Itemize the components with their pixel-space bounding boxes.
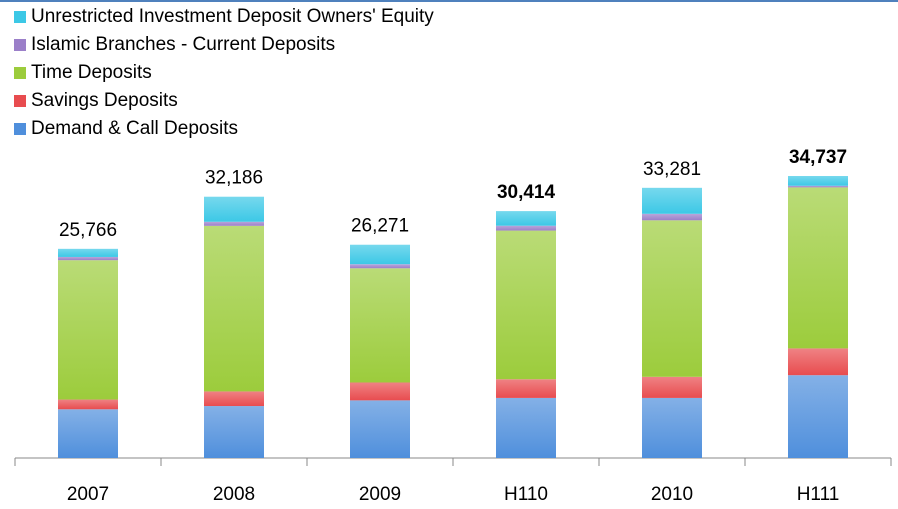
legend-label: Islamic Branches - Current Deposits: [31, 34, 335, 55]
bar-segment: [642, 220, 702, 377]
legend-swatch: [14, 39, 26, 51]
legend-swatch: [14, 67, 26, 79]
bar-segment: [350, 400, 410, 458]
x-tick-label: 2008: [213, 484, 255, 505]
bar-segment: [496, 225, 556, 231]
bar-segment: [642, 376, 702, 398]
bar-segment: [496, 211, 556, 226]
x-tick-label: 2010: [651, 484, 693, 505]
bar-segment: [642, 187, 702, 214]
bar-segment: [496, 397, 556, 458]
legend-swatch: [14, 123, 26, 135]
bar-segment: [58, 399, 118, 410]
bar-segment: [204, 391, 264, 407]
bar-segment: [58, 409, 118, 458]
bar-segment: [642, 213, 702, 221]
bar-segment: [788, 375, 848, 458]
legend-label: Time Deposits: [31, 62, 152, 83]
bar-segment: [58, 256, 118, 261]
bar-segment: [642, 397, 702, 458]
legend-swatch: [14, 11, 26, 23]
bar-segment: [788, 185, 848, 188]
total-label: 33,281: [643, 159, 701, 180]
bar-segment: [204, 406, 264, 458]
total-label: 30,414: [497, 182, 556, 203]
bar-segment: [350, 244, 410, 265]
legend-label: Unrestricted Investment Deposit Owners' …: [31, 6, 434, 27]
bar-segment: [788, 176, 848, 186]
bar-segment: [204, 225, 264, 392]
bar-segment: [58, 248, 118, 257]
total-label: 25,766: [59, 220, 117, 241]
x-tick-label: 2007: [67, 484, 109, 505]
x-tick-label: 2009: [359, 484, 401, 505]
bar-segment: [204, 196, 264, 222]
bar-segment: [788, 187, 848, 349]
legend-label: Demand & Call Deposits: [31, 118, 238, 139]
bar-segment: [788, 348, 848, 376]
bar-segment: [350, 382, 410, 401]
bar-segment: [496, 230, 556, 380]
bar-segment: [204, 221, 264, 226]
bar-segment: [350, 264, 410, 269]
x-tick-label: H110: [504, 484, 548, 505]
legend-swatch: [14, 95, 26, 107]
legend-label: Savings Deposits: [31, 90, 178, 111]
total-label: 32,186: [205, 168, 263, 189]
x-tick-label: H111: [797, 484, 840, 505]
bar-segment: [350, 268, 410, 383]
total-label: 26,271: [351, 216, 409, 237]
bar-segment: [496, 379, 556, 398]
total-label: 34,737: [789, 147, 847, 168]
bar-segment: [58, 260, 118, 400]
